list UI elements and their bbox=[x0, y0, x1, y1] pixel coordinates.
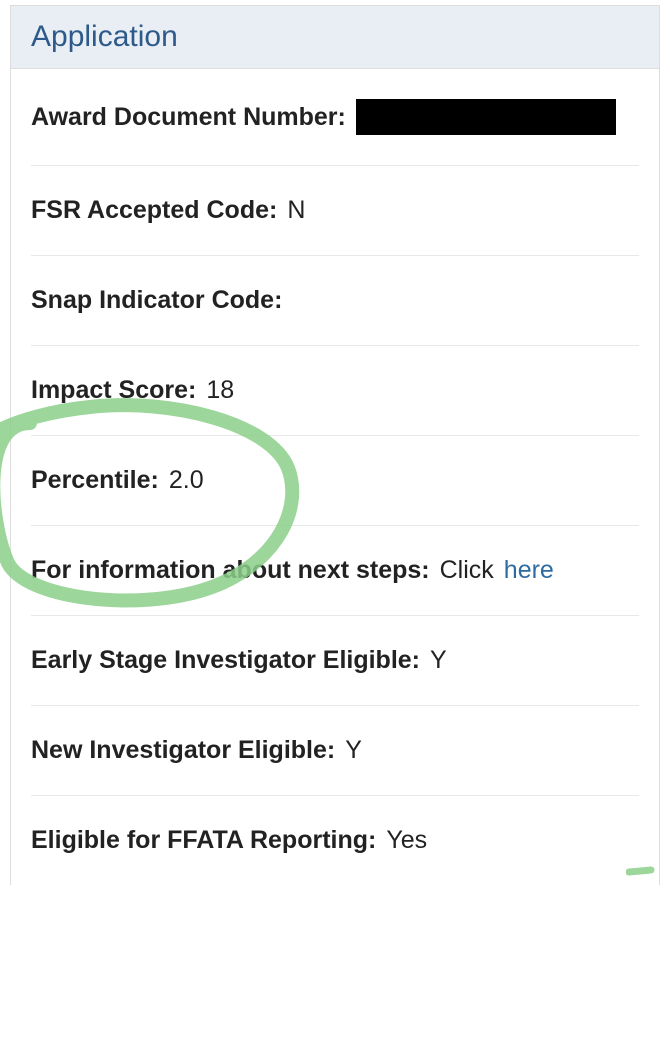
redacted-award-document-number bbox=[356, 99, 616, 135]
row-esi-eligible: Early Stage Investigator Eligible: Y bbox=[31, 616, 639, 706]
value-percentile: 2.0 bbox=[169, 466, 204, 495]
row-percentile: Percentile: 2.0 bbox=[31, 436, 639, 526]
value-ffata-eligible: Yes bbox=[386, 826, 427, 855]
row-snap-indicator-code: Snap Indicator Code: bbox=[31, 256, 639, 346]
label-snap-indicator-code: Snap Indicator Code: bbox=[31, 286, 282, 315]
label-esi-eligible: Early Stage Investigator Eligible: bbox=[31, 646, 420, 675]
label-ffata-eligible: Eligible for FFATA Reporting: bbox=[31, 826, 376, 855]
label-percentile: Percentile: bbox=[31, 466, 159, 495]
link-next-steps-here[interactable]: here bbox=[504, 556, 554, 585]
value-esi-eligible: Y bbox=[430, 646, 447, 675]
value-new-investigator-eligible: Y bbox=[345, 736, 362, 765]
value-fsr-accepted-code: N bbox=[287, 196, 305, 225]
value-next-steps: Click bbox=[440, 556, 494, 585]
label-award-document-number: Award Document Number: bbox=[31, 103, 346, 132]
panel-title: Application bbox=[31, 20, 639, 54]
row-new-investigator-eligible: New Investigator Eligible: Y bbox=[31, 706, 639, 796]
row-ffata-eligible: Eligible for FFATA Reporting: Yes bbox=[31, 796, 639, 885]
panel-body: Award Document Number: FSR Accepted Code… bbox=[11, 69, 659, 885]
application-panel: Application Award Document Number: FSR A… bbox=[10, 5, 660, 885]
label-new-investigator-eligible: New Investigator Eligible: bbox=[31, 736, 335, 765]
row-fsr-accepted-code: FSR Accepted Code: N bbox=[31, 166, 639, 256]
row-award-document-number: Award Document Number: bbox=[31, 69, 639, 166]
row-next-steps: For information about next steps: Click … bbox=[31, 526, 639, 616]
panel-header: Application bbox=[11, 6, 659, 69]
label-impact-score: Impact Score: bbox=[31, 376, 196, 405]
value-impact-score: 18 bbox=[206, 376, 234, 405]
row-impact-score: Impact Score: 18 bbox=[31, 346, 639, 436]
label-fsr-accepted-code: FSR Accepted Code: bbox=[31, 196, 277, 225]
label-next-steps: For information about next steps: bbox=[31, 556, 430, 585]
